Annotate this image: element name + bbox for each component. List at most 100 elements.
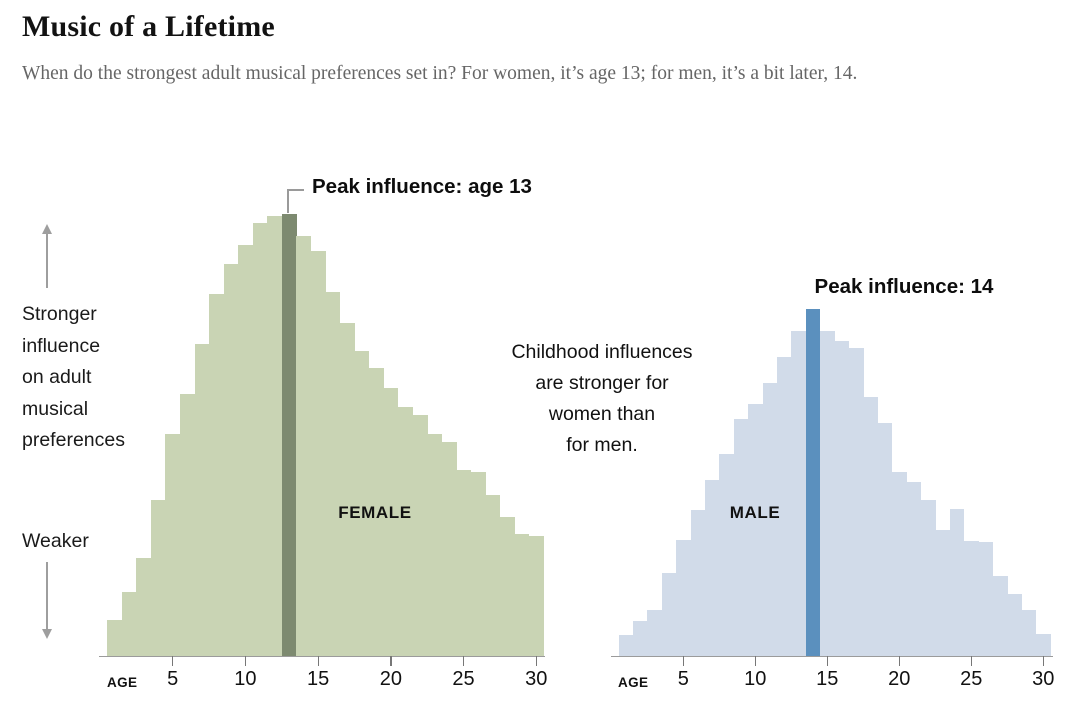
bar-female-age-21 [398, 407, 414, 656]
arrow-up-icon [42, 224, 52, 234]
bar-male-age-20 [892, 472, 907, 656]
axis-tick-male-15 [826, 656, 828, 666]
bar-male-age-30 [1036, 633, 1051, 656]
bar-male-age-28 [1007, 594, 1023, 656]
y-axis-note-line: on adult [22, 366, 92, 388]
bar-male-age-1 [618, 634, 634, 656]
arrow-up-shaft [46, 233, 48, 288]
y-axis-note-weaker: Weaker [22, 530, 89, 552]
bar-female-age-19 [369, 367, 384, 656]
axis-tick-male-25 [970, 656, 972, 666]
axis-tick-label-female-5: 5 [167, 668, 179, 690]
y-axis-note-stronger: Stronger influence on adult musical pref… [22, 299, 125, 457]
peak-callout-line-horizontal [287, 189, 304, 191]
axis-tick-label-female-15: 15 [307, 668, 330, 690]
arrow-down-icon [42, 629, 52, 639]
bar-female-age-24 [441, 442, 457, 656]
bar-male-age-14 [805, 309, 821, 656]
bar-female-age-2 [121, 591, 137, 656]
bar-female-age-4 [150, 499, 166, 656]
bar-male-age-12 [776, 357, 792, 656]
bar-female-age-23 [427, 434, 443, 656]
axis-tick-label-female-20: 20 [379, 668, 402, 690]
bar-male-age-22 [920, 499, 936, 656]
axis-tick-male-20 [898, 656, 900, 666]
bar-female-age-20 [383, 388, 399, 656]
x-axis-title-female: AGE [107, 675, 138, 690]
axis-tick-female-30 [535, 656, 537, 666]
axis-tick-female-10 [244, 656, 247, 666]
bar-female-age-26 [470, 472, 486, 656]
x-axis-line-female [99, 656, 546, 658]
bar-male-age-19 [877, 423, 893, 656]
page-subtitle: When do the strongest adult musical pref… [22, 63, 858, 84]
axis-tick-label-male-10: 10 [744, 668, 767, 690]
axis-tick-male-5 [682, 656, 684, 666]
bar-female-age-30 [528, 536, 544, 656]
axis-tick-label-male-20: 20 [888, 668, 911, 690]
x-axis-title-male: AGE [618, 675, 649, 690]
axis-tick-female-25 [462, 656, 465, 666]
arrow-down-shaft [46, 562, 48, 630]
bar-male-age-13 [791, 331, 807, 656]
bar-female-age-25 [456, 469, 472, 656]
bar-female-age-15 [310, 251, 326, 656]
bar-male-age-2 [632, 621, 648, 656]
bar-female-age-12 [267, 216, 283, 656]
bar-male-age-29 [1021, 610, 1037, 656]
bar-female-age-10 [238, 244, 254, 656]
bar-female-age-27 [485, 495, 501, 656]
center-annotation-line: women than [548, 403, 656, 425]
bar-female-age-1 [107, 620, 123, 656]
bar-male-age-23 [935, 530, 951, 656]
axis-tick-female-15 [317, 656, 319, 666]
page-title: Music of a Lifetime [22, 10, 275, 43]
bar-female-age-28 [499, 517, 515, 656]
bar-female-age-29 [514, 534, 530, 656]
bar-male-age-3 [647, 610, 663, 656]
peak-label-female: Peak influence: age 13 [312, 175, 532, 198]
bar-male-age-27 [992, 575, 1008, 656]
bar-male-age-26 [978, 541, 994, 656]
axis-tick-label-male-15: 15 [816, 668, 839, 690]
bar-female-age-14 [296, 236, 312, 656]
bar-female-age-5 [165, 434, 181, 656]
bar-male-age-11 [762, 382, 778, 656]
y-axis-note-line: musical [22, 397, 89, 420]
y-axis-note-line: preferences [22, 429, 125, 451]
bar-male-age-24 [949, 508, 965, 656]
axis-tick-label-female-25: 25 [452, 668, 475, 690]
axis-tick-label-male-30: 30 [1032, 668, 1055, 690]
bar-male-age-17 [848, 347, 864, 656]
bar-female-age-22 [412, 415, 428, 656]
axis-tick-female-20 [390, 656, 392, 666]
center-annotation: Childhood influences are stronger for wo… [470, 337, 734, 461]
axis-tick-label-male-5: 5 [677, 668, 689, 690]
bar-female-age-6 [180, 393, 195, 656]
bar-male-age-16 [834, 340, 850, 656]
bar-male-age-4 [661, 572, 677, 656]
bar-male-age-5 [676, 540, 691, 656]
axis-tick-label-male-25: 25 [960, 668, 983, 690]
center-annotation-line: are stronger for [535, 372, 669, 394]
axis-tick-male-10 [754, 656, 756, 666]
x-axis-line-male [610, 656, 1053, 658]
axis-tick-label-female-10: 10 [234, 668, 257, 690]
center-annotation-line: for men. [566, 434, 638, 456]
bar-female-age-16 [325, 291, 341, 656]
series-label-female: FEMALE [338, 503, 412, 522]
bar-male-age-18 [863, 396, 879, 656]
bar-male-age-6 [690, 510, 706, 656]
y-axis-note-line: influence [22, 334, 101, 357]
peak-callout-line-vertical [287, 189, 289, 213]
bar-female-age-7 [194, 343, 210, 656]
peak-label-male: Peak influence: 14 [814, 275, 994, 298]
bar-female-age-13 [281, 214, 297, 656]
bar-male-age-15 [820, 331, 835, 656]
bar-female-age-11 [252, 222, 268, 656]
y-axis-note-line: Stronger [22, 303, 97, 325]
bar-male-age-7 [704, 480, 720, 656]
bar-female-age-17 [339, 323, 355, 656]
bar-female-age-8 [209, 294, 225, 656]
